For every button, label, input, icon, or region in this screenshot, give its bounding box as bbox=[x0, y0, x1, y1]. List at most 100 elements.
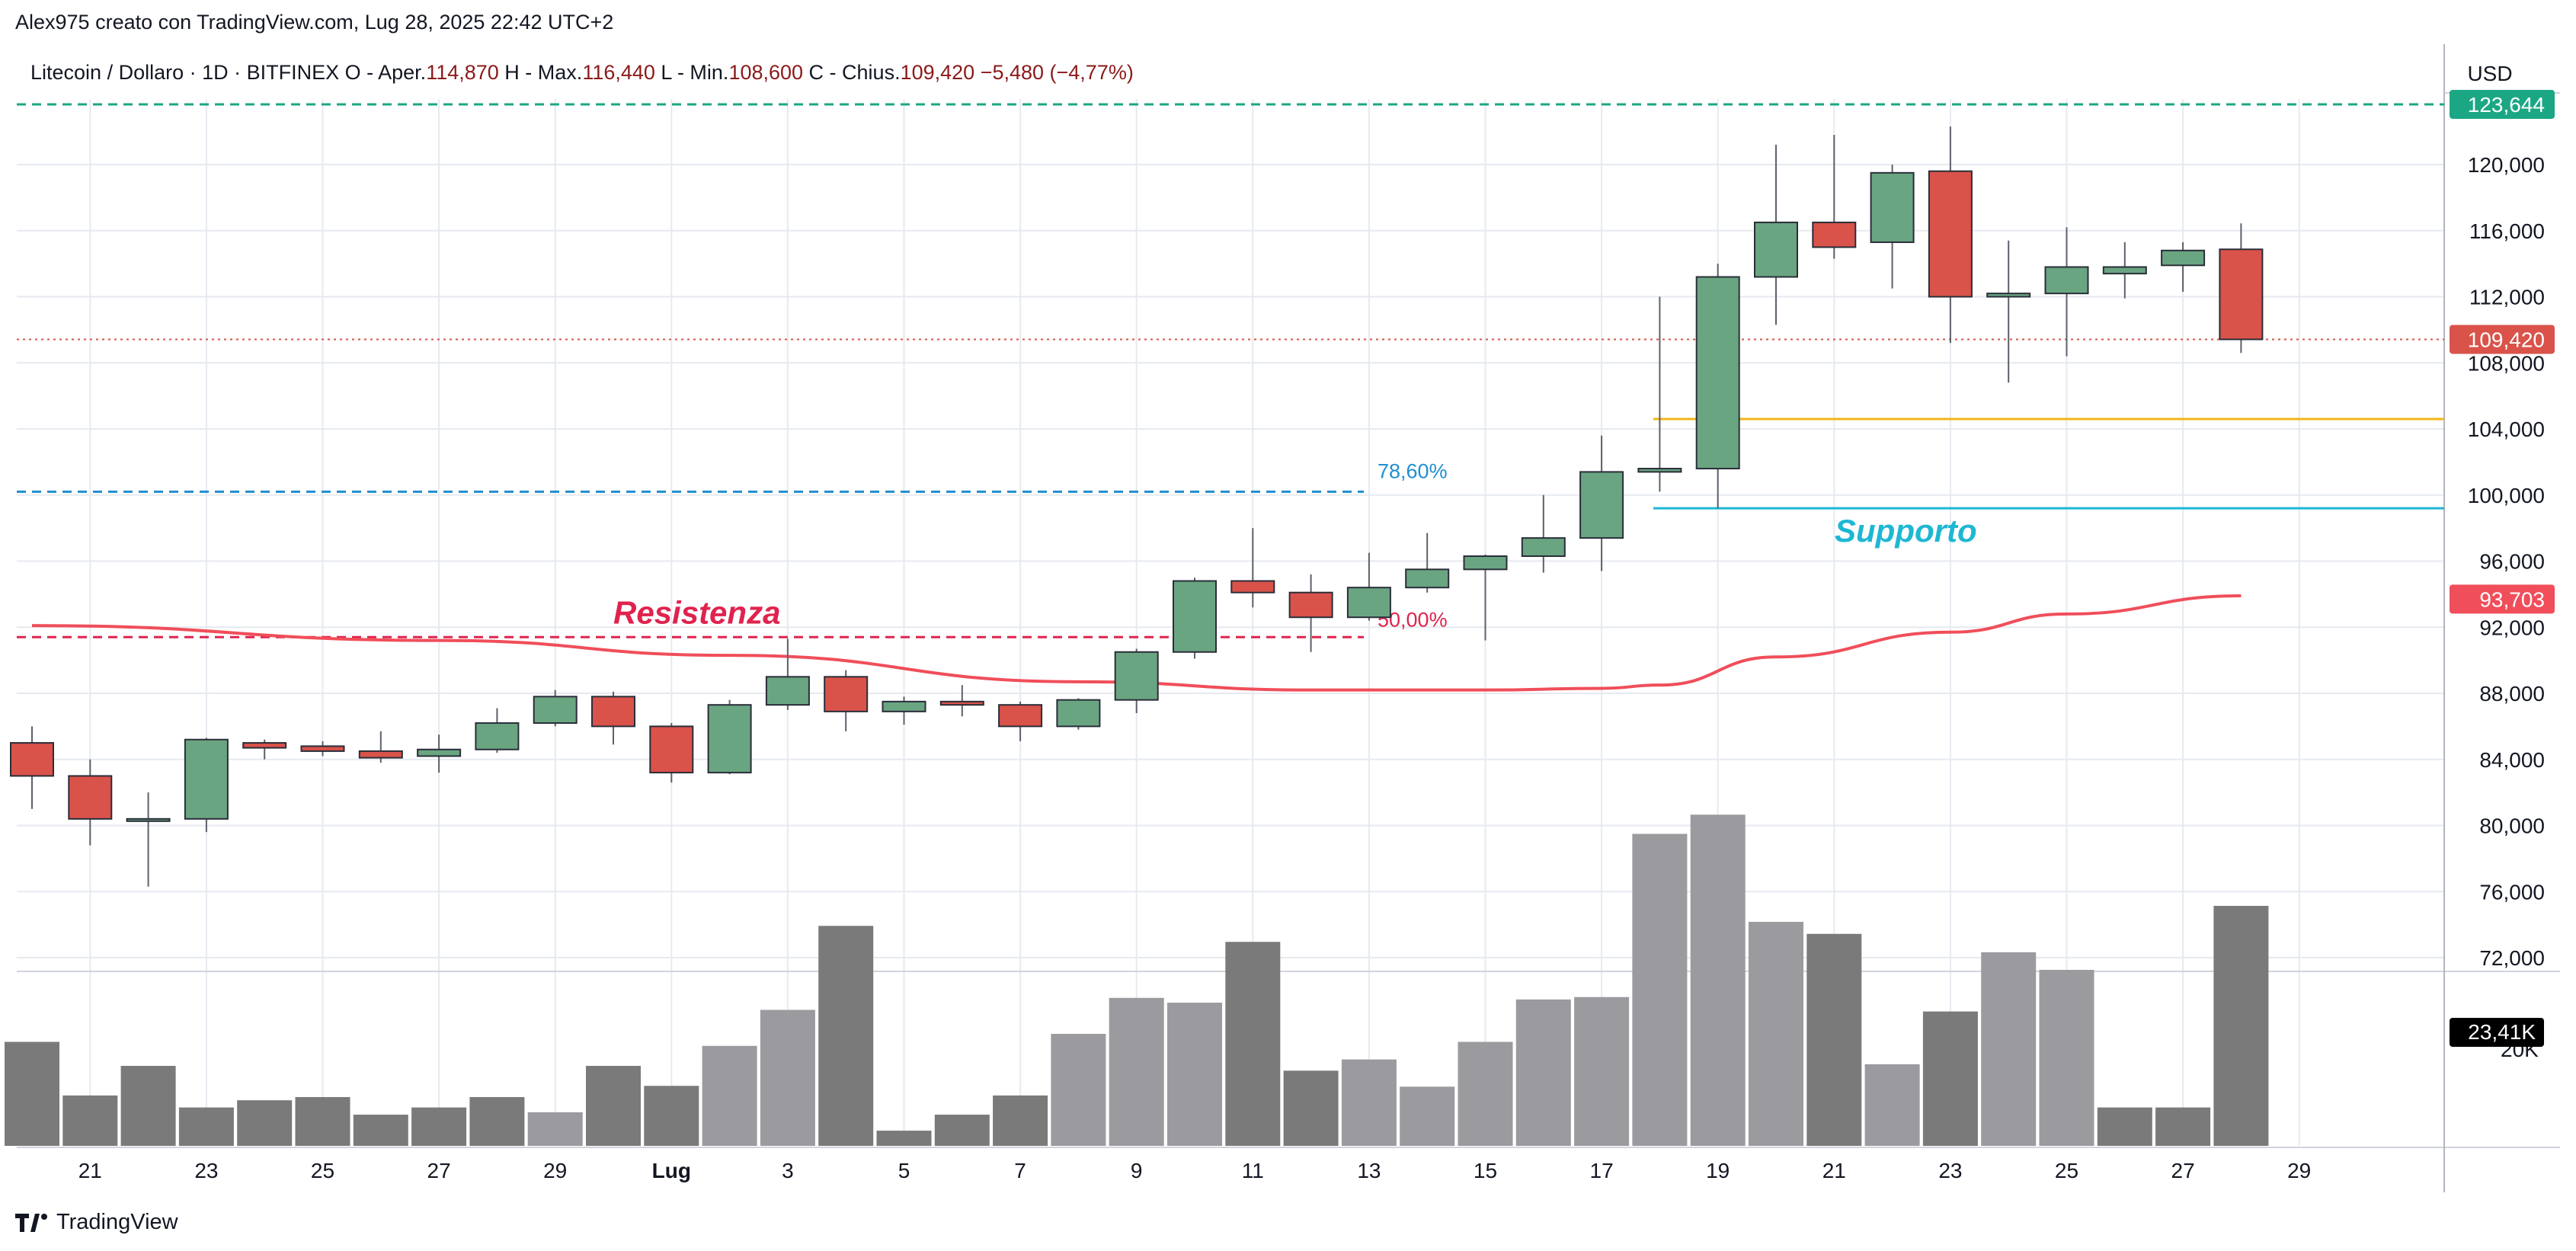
volume-bar bbox=[1632, 833, 1688, 1146]
candle-body bbox=[998, 704, 1043, 728]
volume-bar bbox=[5, 1041, 59, 1146]
date-tick-label: 25 bbox=[2055, 1159, 2078, 1182]
date-tick-label: 9 bbox=[1131, 1159, 1143, 1182]
candle-body bbox=[417, 748, 462, 757]
candle-body bbox=[1637, 468, 1682, 473]
candle-body bbox=[10, 742, 54, 777]
volume-badge-bg bbox=[2450, 1018, 2544, 1047]
volume-bar bbox=[120, 1066, 176, 1146]
moving-average bbox=[31, 594, 2242, 692]
symbol-legend-text: Litecoin / Dollaro · 1D · BITFINEX O - A… bbox=[30, 61, 1134, 84]
candle bbox=[1986, 240, 2031, 383]
symbol-legend: Litecoin / Dollaro · 1D · BITFINEX O - A… bbox=[30, 61, 1134, 84]
candle bbox=[1463, 554, 1508, 641]
candle-body bbox=[1230, 580, 1275, 594]
volume-bar bbox=[1922, 1011, 1978, 1146]
candle bbox=[1928, 126, 1973, 344]
date-tick-label: 23 bbox=[194, 1159, 218, 1182]
price-tick-label: 92,000 bbox=[2479, 616, 2545, 639]
axes: 72,000 76,000 80,000 84,000 88,000 92,000 96,0… bbox=[78, 62, 2555, 1182]
candle-body bbox=[1754, 221, 1798, 278]
candle bbox=[1695, 264, 1740, 509]
date-tick-label: 17 bbox=[1590, 1159, 1614, 1182]
volume-bar bbox=[993, 1095, 1048, 1146]
price-tick-label: 72,000 bbox=[2479, 946, 2545, 970]
candle bbox=[126, 792, 171, 887]
ma-badge-bg bbox=[2450, 584, 2555, 614]
volume-badge: 23,41K bbox=[2468, 1020, 2536, 1044]
candle bbox=[184, 737, 229, 833]
volume-bar bbox=[586, 1066, 641, 1146]
candle-body bbox=[1056, 699, 1101, 728]
candle bbox=[882, 696, 926, 725]
date-tick-label: 15 bbox=[1474, 1159, 1497, 1182]
candle bbox=[300, 741, 345, 757]
legend-part: −5,480 (−4,77%) bbox=[981, 61, 1134, 84]
candle bbox=[1870, 165, 1915, 289]
volume-bar bbox=[469, 1096, 525, 1146]
date-tick-label: 3 bbox=[782, 1159, 794, 1182]
candle-body bbox=[2219, 248, 2264, 341]
date-tick-label: 23 bbox=[1938, 1159, 1962, 1182]
candle bbox=[1521, 494, 1566, 573]
volume-bar bbox=[62, 1095, 118, 1146]
candle-body bbox=[1521, 537, 1566, 557]
price-tick-label: 84,000 bbox=[2479, 748, 2545, 772]
candle-body bbox=[1579, 471, 1624, 539]
candle-body bbox=[1812, 221, 1857, 248]
candle-body bbox=[533, 696, 578, 725]
candle-body bbox=[2161, 249, 2206, 267]
candle bbox=[2102, 242, 2147, 299]
candle bbox=[649, 723, 694, 783]
candle-body bbox=[68, 775, 113, 820]
date-tick-label: 7 bbox=[1014, 1159, 1026, 1182]
price-tick-label: 116,000 bbox=[2469, 219, 2545, 243]
candle bbox=[1346, 552, 1391, 621]
volume-bar bbox=[934, 1115, 990, 1146]
ma-badge: 93,703 bbox=[2479, 587, 2545, 611]
date-tick-label: 5 bbox=[898, 1159, 910, 1182]
candle-body bbox=[765, 676, 810, 706]
candle bbox=[533, 689, 578, 727]
legend-part: C - Chius. bbox=[809, 61, 901, 84]
date-tick-label: 29 bbox=[543, 1159, 567, 1182]
volume-bar bbox=[1341, 1059, 1397, 1146]
volume-bar bbox=[818, 926, 874, 1146]
price-tick-label: 112,000 bbox=[2469, 286, 2545, 309]
candle bbox=[417, 734, 462, 773]
price-tick-label: 88,000 bbox=[2479, 682, 2545, 705]
candle-body bbox=[1870, 171, 1915, 243]
volume-bar bbox=[1864, 1064, 1920, 1146]
chart-caption: Alex975 creato con TradingView.com, Lug … bbox=[15, 11, 614, 34]
volume-bar bbox=[1109, 997, 1164, 1146]
candle bbox=[765, 638, 810, 710]
volume-bar bbox=[2039, 970, 2094, 1146]
candle-body bbox=[1928, 170, 1973, 298]
volume-bar bbox=[237, 1100, 293, 1146]
date-tick-label: 11 bbox=[1242, 1159, 1264, 1182]
candle-body bbox=[1173, 580, 1217, 653]
volume-bar bbox=[1690, 814, 1746, 1146]
candle-body bbox=[591, 696, 635, 728]
chart-grid bbox=[17, 44, 2560, 1192]
candle bbox=[707, 699, 752, 775]
volume-bar bbox=[2213, 906, 2269, 1146]
volume-bar bbox=[876, 1131, 932, 1146]
fib-top-badge: 123,644 bbox=[2468, 93, 2545, 117]
candle-body bbox=[2044, 266, 2089, 295]
legend-part: 116,440 bbox=[582, 61, 661, 84]
volume-bar bbox=[760, 1009, 815, 1146]
candle bbox=[824, 670, 869, 731]
volume-bar bbox=[2155, 1107, 2211, 1146]
legend-part: 109,420 bbox=[901, 61, 981, 84]
candle-body bbox=[126, 817, 171, 822]
legend-part: O - Aper. bbox=[345, 61, 427, 84]
volume-bar bbox=[1749, 922, 1803, 1146]
candle bbox=[1230, 528, 1275, 608]
candle-body bbox=[824, 676, 869, 712]
date-tick-label: 27 bbox=[427, 1159, 451, 1182]
price-tick-label: 96,000 bbox=[2479, 550, 2545, 574]
volume-bar bbox=[1458, 1041, 1513, 1146]
